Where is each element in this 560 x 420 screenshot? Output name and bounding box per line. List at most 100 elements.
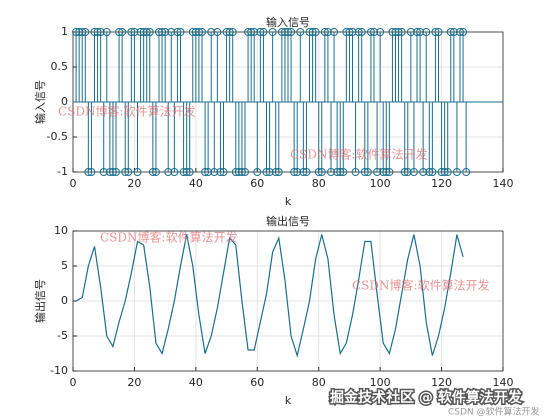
x-tick-label: 20 (127, 376, 141, 389)
stem-marker (145, 28, 154, 36)
stem-marker (124, 168, 133, 176)
x-tick-label: 60 (250, 177, 264, 190)
line (75, 234, 464, 358)
stem-marker (164, 168, 173, 176)
x-axis-label: k (285, 394, 292, 407)
x-tick-label: 60 (250, 376, 264, 389)
stem-marker (351, 168, 360, 176)
stem-marker (198, 28, 206, 36)
stem-marker (397, 28, 406, 36)
stem-marker (422, 28, 431, 36)
stem-marker (176, 28, 185, 36)
stem-marker (296, 28, 305, 36)
axes-box (72, 230, 504, 372)
x-tick-label: 40 (189, 376, 203, 389)
stem-marker (459, 28, 468, 36)
stem-marker (167, 28, 176, 36)
stem-marker (416, 28, 425, 36)
stem-marker (385, 168, 394, 176)
stem-marker (204, 168, 213, 176)
stem-marker (449, 28, 458, 36)
y-tick-label: 10 (54, 224, 68, 237)
stem-marker (339, 168, 348, 176)
stem-marker (409, 168, 418, 176)
stem-marker (452, 168, 461, 176)
x-tick-label: 100 (370, 177, 391, 190)
x-tick-label: 80 (312, 376, 326, 389)
stem-marker (185, 168, 194, 176)
stem-marker (363, 168, 372, 176)
y-tick-label: 0 (61, 95, 68, 108)
y-axis-label: 输出信号 (33, 279, 47, 323)
watermark: CSDN博客:软件算法开发 (290, 147, 428, 162)
stem-marker (357, 28, 366, 36)
x-tick-label: 140 (493, 376, 514, 389)
stem-marker (317, 168, 326, 176)
watermark: 掘金技术社区 @ 软件算法开发 (330, 389, 523, 406)
chart-title: 输入信号 (266, 15, 310, 29)
x-axis-label: k (285, 195, 292, 208)
stem-marker (170, 168, 179, 176)
stem-marker (133, 168, 142, 176)
stem-marker (434, 28, 443, 36)
x-tick-label: 40 (189, 177, 203, 190)
stem-marker (118, 28, 127, 36)
y-tick-label: 1 (61, 25, 68, 38)
stem-marker (151, 168, 160, 176)
stem-marker (403, 168, 412, 176)
stem-marker (443, 168, 452, 176)
x-tick-label: 80 (312, 177, 326, 190)
stem-marker (327, 168, 335, 176)
stem-marker (274, 168, 283, 176)
stem-marker (161, 28, 170, 36)
stem-marker (112, 168, 120, 176)
x-tick-label: 0 (70, 376, 77, 389)
stem-marker (253, 168, 262, 176)
stem-marker (207, 28, 216, 36)
chart-title: 输出信号 (266, 214, 310, 228)
y-tick-label: 5 (61, 259, 68, 272)
stem-marker (293, 168, 302, 176)
stem-marker (259, 28, 268, 36)
stem-marker (373, 168, 382, 176)
x-tick-label: 120 (431, 376, 452, 389)
stem-marker (370, 28, 378, 36)
stem-marker (462, 168, 471, 176)
stem-marker (130, 28, 139, 36)
stem-marker (102, 28, 111, 36)
stem-marker (210, 168, 219, 176)
y-axis-label: 输入信号 (33, 80, 47, 124)
x-tick-label: 100 (370, 376, 391, 389)
stem-marker (330, 28, 339, 36)
stem-marker (99, 168, 108, 176)
x-tick-label: 140 (493, 177, 514, 190)
y-tick-label: -10 (50, 364, 68, 377)
watermark: CSDN @软件算法开发 (448, 406, 540, 418)
stem-marker (228, 28, 237, 36)
stem-marker (311, 28, 320, 36)
y-tick-label: -5 (57, 329, 68, 342)
stem-marker (287, 28, 296, 36)
stem-marker (348, 28, 357, 36)
y-tick-label: 0 (61, 294, 68, 307)
stem-marker (96, 28, 105, 36)
stem-marker (428, 168, 437, 176)
y-tick-label: 0.5 (51, 60, 69, 73)
watermark: CSDN博客:软件算法开发 (352, 278, 490, 293)
stem-marker (323, 28, 332, 36)
stem-marker (419, 168, 428, 176)
stem-marker (302, 168, 311, 176)
stem-marker (81, 28, 90, 36)
stem-marker (250, 28, 259, 36)
stem-marker (241, 168, 249, 176)
stem-marker (265, 168, 274, 176)
x-tick-label: 0 (70, 177, 77, 190)
stem-marker (376, 28, 385, 36)
x-tick-label: 20 (127, 177, 141, 190)
y-tick-label: -1 (57, 165, 68, 178)
y-tick-label: -0.5 (47, 130, 68, 143)
x-tick-label: 120 (431, 177, 452, 190)
watermark: CSDN博客:软件算法开发 (58, 104, 196, 119)
